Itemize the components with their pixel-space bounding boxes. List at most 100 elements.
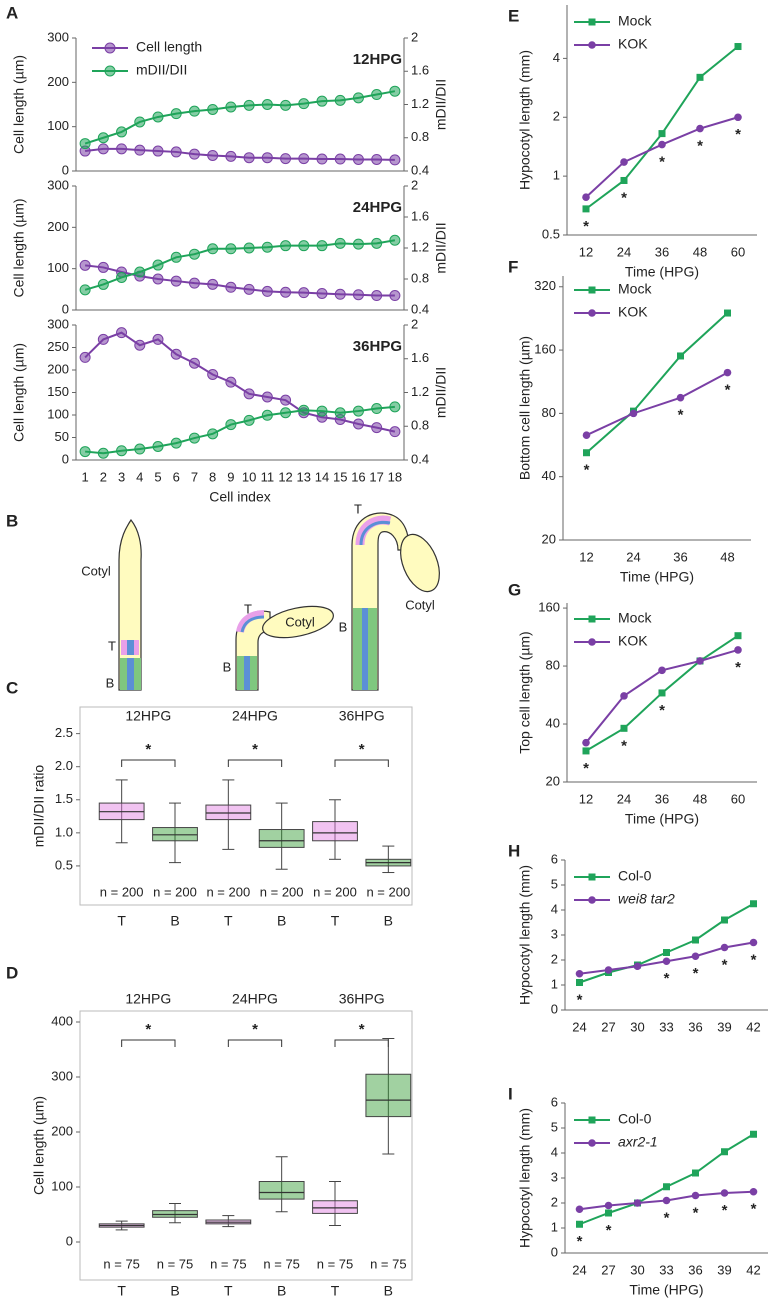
- point: [588, 873, 596, 881]
- group-label: 12HPG: [125, 708, 171, 724]
- y2-axis-label: mDII/DII: [433, 79, 449, 130]
- x-tick-label: T: [331, 913, 340, 929]
- x-tick-label: B: [277, 1283, 286, 1299]
- point: [691, 952, 700, 961]
- series-line: [585, 312, 729, 454]
- point: [170, 251, 182, 263]
- y-tick-label: 200: [47, 219, 69, 234]
- x-tick-label: 14: [315, 469, 329, 484]
- y-tick-label: 300: [47, 177, 69, 192]
- series-line: [84, 264, 395, 297]
- point: [734, 113, 742, 122]
- y-tick-label: 1.5: [55, 791, 73, 806]
- group-label: 12HPG: [125, 991, 171, 1007]
- x-tick-label: 39: [717, 1019, 731, 1034]
- significance: *: [735, 659, 741, 676]
- x-tick-label: 24: [617, 791, 631, 806]
- point: [116, 327, 128, 339]
- x-tick-label: B: [384, 913, 393, 929]
- point: [582, 205, 590, 213]
- point: [691, 1191, 700, 1200]
- y-tick-label: 2.0: [55, 758, 73, 773]
- panel-label: F: [508, 257, 518, 276]
- y-tick-label: 200: [51, 1123, 73, 1138]
- x-tick-label: 36: [655, 791, 669, 806]
- legend-label: Mock: [618, 13, 652, 29]
- n-label: n = 75: [263, 1256, 300, 1271]
- point: [696, 73, 704, 81]
- point: [658, 130, 666, 138]
- significance: *: [577, 1233, 583, 1250]
- point: [225, 376, 237, 388]
- x-tick-label: 8: [209, 469, 216, 484]
- y-tick-label: 0: [62, 162, 69, 177]
- point: [575, 1205, 584, 1214]
- bottom-strip: [362, 608, 368, 690]
- y-tick-label: 300: [51, 1068, 73, 1083]
- legend-label: Cell length: [136, 39, 202, 55]
- significance: *: [693, 1204, 699, 1221]
- y-tick-label: 150: [47, 384, 69, 399]
- point: [582, 738, 590, 747]
- box: [258, 1181, 305, 1200]
- significance: *: [577, 991, 583, 1008]
- group-label: 24HPG: [232, 991, 278, 1007]
- panel-label: G: [508, 580, 521, 599]
- point: [261, 285, 273, 297]
- significance: *: [751, 951, 757, 968]
- point: [750, 900, 757, 908]
- x-tick-label: 12: [579, 791, 593, 806]
- cotyledon: [400, 533, 440, 593]
- y-axis-label: Cell length (µm): [11, 343, 27, 442]
- point: [243, 283, 255, 295]
- point: [207, 278, 219, 290]
- y-tick-label: 1: [553, 168, 560, 183]
- point: [116, 445, 128, 457]
- y-tick-label: 4: [553, 50, 560, 65]
- significance: *: [751, 1201, 757, 1218]
- point: [720, 1189, 729, 1197]
- y-tick-label: 300: [47, 29, 69, 44]
- point: [334, 237, 346, 249]
- x-tick-label: 60: [731, 244, 745, 259]
- point: [352, 289, 364, 301]
- point: [620, 724, 628, 732]
- x-tick-label: 17: [369, 469, 383, 484]
- y-tick-label: 4: [551, 1144, 558, 1159]
- y-tick-label: 40: [542, 468, 556, 483]
- point: [605, 1209, 612, 1217]
- point: [371, 89, 383, 101]
- n-label: n = 200: [100, 884, 144, 899]
- point: [316, 240, 328, 252]
- y-tick-label: 100: [47, 406, 69, 421]
- significance: *: [145, 741, 151, 758]
- point: [97, 278, 109, 290]
- point: [620, 692, 628, 700]
- y2-tick-label: 1.2: [411, 384, 429, 399]
- x-tick-label: 1: [81, 469, 88, 484]
- y-tick-label: 160: [534, 342, 556, 357]
- x-tick-label: 2: [100, 469, 107, 484]
- y2-tick-label: 1.2: [411, 239, 429, 254]
- bracket: [334, 1039, 389, 1047]
- y2-tick-label: 0.8: [411, 129, 429, 144]
- point: [352, 418, 364, 430]
- series-line: [84, 239, 396, 291]
- x-tick-label: 10: [242, 469, 256, 484]
- y-tick-label: 0: [62, 301, 69, 316]
- legend-label: KOK: [618, 304, 648, 320]
- point: [243, 388, 255, 400]
- legend-label: Mock: [618, 281, 652, 297]
- y-tick-label: 320: [534, 278, 556, 293]
- plot-frame: [79, 1010, 413, 1281]
- point: [261, 391, 273, 403]
- point: [620, 158, 628, 166]
- y2-axis-label: mDII/DII: [433, 222, 449, 273]
- point: [583, 449, 590, 457]
- y-tick-label: 0.5: [542, 226, 560, 241]
- point: [352, 405, 364, 417]
- panel-label: I: [508, 1084, 513, 1103]
- cotyl-label: Cotyl: [405, 597, 435, 612]
- point: [207, 149, 219, 161]
